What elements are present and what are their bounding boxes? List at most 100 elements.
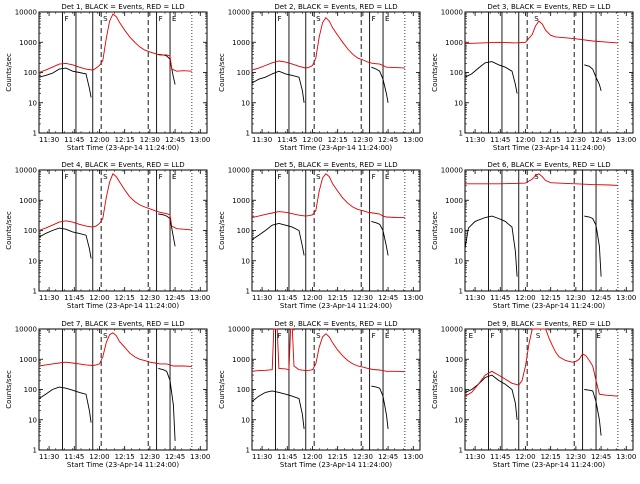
x-tick-label: 12:15 — [328, 294, 348, 302]
y-tick-label: 10000 — [15, 167, 37, 175]
series-line-events-0 — [38, 227, 92, 259]
chart-panel-2: Det 2, BLACK = Events, RED = LLD 1 10 100 10… — [218, 3, 423, 152]
x-tick-label: 11:30 — [39, 136, 59, 144]
y-tick-label: 10 — [241, 99, 250, 107]
y-tick-label: 10000 — [441, 167, 463, 175]
series-line-events-1 — [584, 215, 602, 277]
y-tick-label: 1000 — [19, 39, 37, 47]
chart-title: Det 7, BLACK = Events, RED = LLD — [61, 320, 184, 328]
series-line-lld-0 — [38, 332, 192, 367]
y-tick-label: 1000 — [445, 39, 463, 47]
plot-frame — [38, 169, 208, 292]
x-tick-label: 12:30 — [353, 294, 373, 302]
chart-title: Det 5, BLACK = Events, RED = LLD — [274, 161, 397, 169]
chart-title: Det 6, BLACK = Events, RED = LLD — [487, 161, 610, 169]
y-tick-label: 1 — [33, 288, 37, 296]
region-label: S — [316, 173, 321, 181]
x-tick-label: 11:45 — [64, 453, 84, 461]
y-tick-label: 10 — [28, 99, 37, 107]
region-label: E — [172, 173, 176, 181]
x-tick-label: 12:45 — [591, 453, 611, 461]
x-tick-label: 11:45 — [64, 136, 84, 144]
x-tick-label: 11:30 — [252, 136, 272, 144]
x-tick-label: 12:15 — [541, 453, 561, 461]
y-axis-label: Counts/sec — [218, 211, 226, 250]
plot-frame — [38, 11, 208, 134]
chart-panel-4: Det 4, BLACK = Events, RED = LLD 1 10 100 10… — [5, 161, 210, 310]
y-tick-label: 1 — [459, 130, 463, 138]
x-tick-label: 13:00 — [403, 294, 423, 302]
series-line-events-0 — [38, 386, 92, 423]
x-tick-label: 11:45 — [490, 453, 510, 461]
y-tick-label: 100 — [450, 69, 463, 77]
x-tick-label: 13:00 — [190, 294, 210, 302]
y-tick-label: 1 — [459, 447, 463, 455]
x-tick-label: 11:30 — [465, 136, 485, 144]
x-tick-label: 12:45 — [378, 294, 398, 302]
y-tick-label: 100 — [450, 227, 463, 235]
chart-panel-8: Det 8, BLACK = Events, RED = LLD 1 10 100 10… — [218, 320, 423, 469]
y-tick-label: 10 — [241, 416, 250, 424]
y-tick-label: 10 — [454, 257, 463, 265]
y-tick-label: 1000 — [232, 197, 250, 205]
x-tick-label: 12:00 — [302, 453, 322, 461]
y-tick-label: 100 — [24, 227, 37, 235]
x-tick-label: 12:00 — [302, 136, 322, 144]
y-axis-label: Counts/sec — [218, 53, 226, 92]
plot-frame — [251, 11, 421, 134]
x-tick-label: 11:45 — [64, 294, 84, 302]
plot-frame — [464, 328, 634, 451]
y-tick-label: 100 — [237, 386, 250, 394]
region-label: S — [536, 332, 541, 340]
y-axis-label: Counts/sec — [218, 370, 226, 409]
series-line-events-0 — [38, 67, 92, 98]
region-label: E — [596, 332, 600, 340]
x-tick-label: 12:15 — [115, 294, 135, 302]
x-tick-label: 13:00 — [616, 294, 636, 302]
x-tick-label: 12:15 — [541, 136, 561, 144]
x-axis-label: Start Time (23-Apr-14 11:24:00) — [493, 144, 605, 152]
x-tick-label: 12:30 — [353, 453, 373, 461]
x-tick-label: 11:30 — [39, 294, 59, 302]
x-tick-label: 12:15 — [328, 453, 348, 461]
chart-title: Det 2, BLACK = Events, RED = LLD — [274, 3, 397, 11]
series-line-events-1 — [371, 385, 389, 429]
x-tick-label: 12:45 — [591, 136, 611, 144]
x-tick-label: 12:30 — [140, 453, 160, 461]
region-label: F — [576, 332, 580, 340]
x-tick-label: 12:00 — [515, 294, 535, 302]
x-tick-label: 11:45 — [490, 136, 510, 144]
x-tick-label: 12:00 — [302, 294, 322, 302]
x-tick-label: 12:30 — [566, 453, 586, 461]
x-tick-label: 13:00 — [616, 453, 636, 461]
y-tick-label: 1 — [33, 130, 37, 138]
x-axis-label: Start Time (23-Apr-14 11:24:00) — [493, 302, 605, 310]
x-tick-label: 12:15 — [541, 294, 561, 302]
region-label: S — [534, 15, 539, 23]
x-tick-label: 12:00 — [89, 453, 109, 461]
region-label: S — [103, 332, 108, 340]
y-tick-label: 1000 — [232, 356, 250, 364]
region-label: F — [159, 15, 163, 23]
series-line-lld-0 — [464, 328, 618, 397]
x-tick-label: 13:00 — [616, 136, 636, 144]
y-axis-label: Counts/sec — [5, 211, 13, 250]
y-tick-label: 10 — [454, 99, 463, 107]
chart-panel-3: Det 3, BLACK = Events, RED = LLD 1 10 100 10… — [431, 3, 636, 152]
x-tick-label: 11:30 — [465, 453, 485, 461]
series-line-events-1 — [584, 389, 602, 436]
y-tick-label: 1 — [246, 130, 250, 138]
x-tick-label: 13:00 — [190, 453, 210, 461]
region-label: F — [278, 15, 282, 23]
y-tick-label: 1 — [246, 288, 250, 296]
region-label: S — [103, 173, 108, 181]
series-line-events-1 — [158, 367, 176, 441]
region-label: F — [372, 15, 376, 23]
x-axis-label: Start Time (23-Apr-14 11:24:00) — [67, 144, 179, 152]
y-tick-label: 10 — [28, 257, 37, 265]
series-line-events-0 — [464, 61, 518, 94]
chart-panel-6: Det 6, BLACK = Events, RED = LLD 1 10 100 10… — [431, 161, 636, 310]
chart-panel-7: Det 7, BLACK = Events, RED = LLD 1 10 100 10… — [5, 320, 210, 469]
region-label: F — [65, 173, 69, 181]
